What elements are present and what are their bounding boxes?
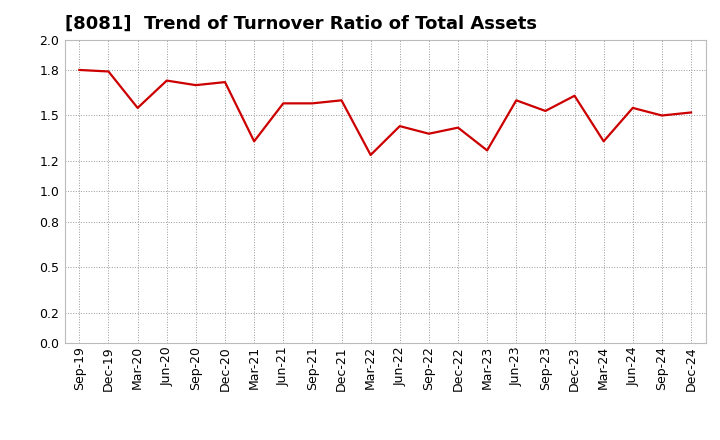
Text: [8081]  Trend of Turnover Ratio of Total Assets: [8081] Trend of Turnover Ratio of Total … — [65, 15, 537, 33]
